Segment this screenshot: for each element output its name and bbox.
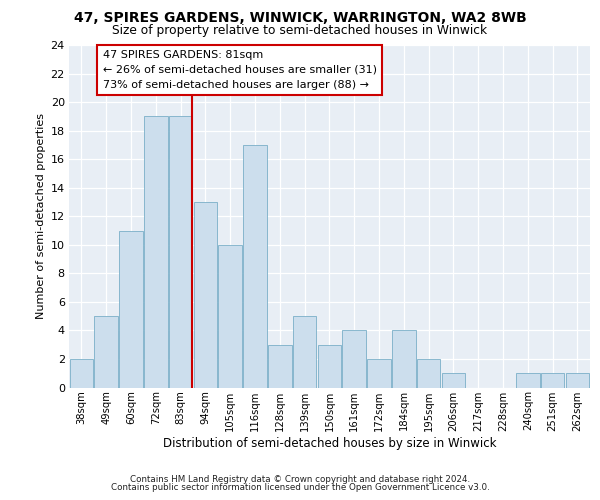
Bar bbox=[293, 316, 316, 388]
Bar bbox=[417, 359, 440, 388]
Text: Contains HM Land Registry data © Crown copyright and database right 2024.: Contains HM Land Registry data © Crown c… bbox=[130, 474, 470, 484]
Bar bbox=[119, 230, 143, 388]
Bar bbox=[392, 330, 416, 388]
Bar bbox=[218, 245, 242, 388]
Bar bbox=[516, 373, 539, 388]
Bar bbox=[194, 202, 217, 388]
Bar bbox=[442, 373, 465, 388]
Text: 47 SPIRES GARDENS: 81sqm
← 26% of semi-detached houses are smaller (31)
73% of s: 47 SPIRES GARDENS: 81sqm ← 26% of semi-d… bbox=[103, 50, 377, 90]
Text: Size of property relative to semi-detached houses in Winwick: Size of property relative to semi-detach… bbox=[112, 24, 488, 37]
Bar bbox=[243, 145, 267, 388]
Bar bbox=[268, 344, 292, 388]
Bar bbox=[144, 116, 167, 388]
Bar bbox=[70, 359, 93, 388]
Text: 47, SPIRES GARDENS, WINWICK, WARRINGTON, WA2 8WB: 47, SPIRES GARDENS, WINWICK, WARRINGTON,… bbox=[74, 12, 526, 26]
Y-axis label: Number of semi-detached properties: Number of semi-detached properties bbox=[37, 114, 46, 320]
Text: Contains public sector information licensed under the Open Government Licence v3: Contains public sector information licen… bbox=[110, 484, 490, 492]
Bar bbox=[343, 330, 366, 388]
Bar bbox=[317, 344, 341, 388]
Bar bbox=[94, 316, 118, 388]
Bar bbox=[566, 373, 589, 388]
Bar bbox=[169, 116, 193, 388]
Bar bbox=[541, 373, 565, 388]
Bar bbox=[367, 359, 391, 388]
Text: Distribution of semi-detached houses by size in Winwick: Distribution of semi-detached houses by … bbox=[163, 436, 496, 450]
